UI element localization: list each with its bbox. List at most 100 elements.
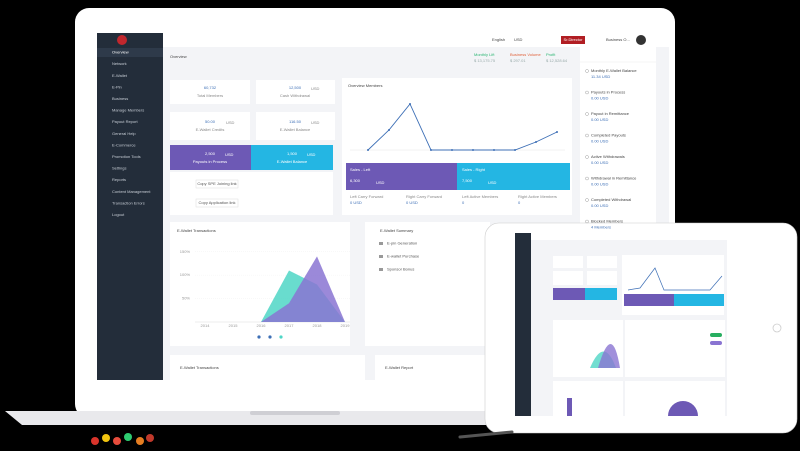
card: [256, 112, 335, 140]
copy-button[interactable]: [195, 179, 239, 189]
tablet-card: [587, 256, 617, 268]
highlight-unit: USD: [225, 152, 234, 157]
menu-item[interactable]: General Help: [112, 131, 136, 136]
currency: USD: [514, 37, 523, 42]
rp-icon: [585, 69, 589, 73]
menu-item[interactable]: Manage Members: [112, 108, 144, 113]
menu-item[interactable]: Settings: [112, 166, 126, 171]
menu-item[interactable]: Promotion Tools: [112, 154, 141, 159]
highlight-blue: [251, 145, 333, 170]
rp-value: 11.34 USD: [591, 74, 610, 79]
pager-dot[interactable]: [257, 335, 261, 339]
line-point: [493, 149, 495, 151]
bottom-panel: [170, 355, 365, 380]
copy-button[interactable]: [195, 198, 239, 208]
line-point: [514, 149, 516, 151]
line-point: [472, 149, 474, 151]
item-icon: [379, 268, 383, 271]
copy-link[interactable]: Copy SPE Joining link: [197, 181, 236, 186]
menu-item[interactable]: Overview: [112, 50, 129, 55]
card-label: E-Wallet Credits: [196, 127, 225, 132]
stat-value: $ 13,175.75: [474, 58, 496, 63]
rp-icon: [585, 90, 589, 95]
rp-label: Active Withdrawals: [591, 154, 625, 159]
highlight-value: 1,500: [287, 151, 298, 156]
summary-panel: [365, 222, 490, 346]
menu-item[interactable]: Business: [112, 96, 128, 101]
sales-value: 6,300: [350, 178, 361, 183]
highlight-label: E-Wallet Balance: [277, 159, 308, 164]
rp-icon: [585, 155, 589, 159]
language: English: [492, 37, 505, 42]
rp-label: Completed Withdrawal: [591, 197, 631, 202]
card-label: E-Wallet Balance: [280, 127, 311, 132]
sidebar: [97, 33, 163, 380]
links-panel: [170, 172, 333, 215]
tablet-button: [772, 323, 782, 333]
panel-title: E-Wallet Summary: [380, 228, 413, 233]
card-unit: USD: [311, 86, 320, 91]
x-tick-label: 2019: [341, 323, 351, 328]
carry-value: 0: [462, 200, 465, 205]
topbar: [163, 33, 669, 47]
rp-label: Blocked Members: [591, 219, 623, 224]
summary-item: Sponsor Bonus: [387, 267, 414, 272]
stat-label: Profit: [546, 52, 556, 57]
line-point: [409, 103, 411, 105]
y-tick-label: 150%: [180, 249, 191, 254]
line-point: [451, 149, 453, 151]
tablet-sidebar: [515, 233, 531, 416]
copy-link[interactable]: Copy Application link: [199, 200, 236, 205]
pager-dot[interactable]: [279, 335, 283, 339]
card: [170, 112, 250, 140]
card-value: 116.50: [289, 119, 302, 124]
ball: [102, 434, 110, 442]
menu-item[interactable]: Transaction Errors: [112, 200, 145, 205]
card-value: 50.00: [205, 119, 216, 124]
rp-value: 0.00 USD: [591, 203, 608, 208]
card-value: 60,732: [204, 85, 217, 90]
sales-left: [346, 163, 457, 190]
ball: [124, 433, 132, 441]
menu-item[interactable]: E-Pin: [112, 84, 122, 89]
rp-icon: [585, 198, 589, 202]
tablet-bar: [567, 398, 572, 416]
panel-title: E-Wallet Report: [385, 365, 414, 370]
line-point: [535, 141, 537, 143]
tablet-sales: [624, 294, 674, 306]
menu-item[interactable]: Reports: [112, 177, 126, 182]
menu-item[interactable]: Network: [112, 61, 127, 66]
menu-item[interactable]: E-Wallet: [112, 73, 128, 78]
tablet-topbar: [531, 233, 765, 240]
item-icon: [379, 255, 383, 258]
carry-value: 0: [518, 200, 521, 205]
tablet-right: [727, 240, 765, 416]
menu-item[interactable]: Payout Report: [112, 119, 138, 124]
tablet-tag: [710, 341, 722, 345]
menu-item[interactable]: Content Management: [112, 189, 151, 194]
logo: [117, 35, 127, 45]
line-series: [367, 103, 558, 151]
menu-item[interactable]: E-Commerce: [112, 142, 136, 147]
rp-label: Withdrawal in Remittance: [591, 176, 637, 181]
carry-label: Left Active Members: [462, 194, 498, 199]
tablet-tag: [710, 333, 722, 337]
card-value: 12,500: [289, 85, 302, 90]
rp-value: 4 Members: [591, 225, 611, 230]
card: [170, 80, 250, 104]
area-series: [205, 256, 345, 322]
sidebar-active: [97, 48, 163, 57]
tablet-panel: [625, 320, 725, 377]
user: Business O...: [606, 37, 630, 42]
stat-value: $ 297.01: [510, 58, 526, 63]
laptop-notch: [250, 411, 340, 415]
rp-value: 0.00 USD: [591, 139, 608, 144]
pager-dot[interactable]: [268, 335, 272, 339]
menu-item[interactable]: Logout: [112, 212, 125, 217]
card-label: Total Members: [197, 93, 223, 98]
rp-label: Completed Payouts: [591, 133, 626, 138]
rp-label: Payouts in Process: [591, 90, 625, 95]
rank-badge: [561, 36, 585, 44]
members-panel: [342, 78, 572, 215]
